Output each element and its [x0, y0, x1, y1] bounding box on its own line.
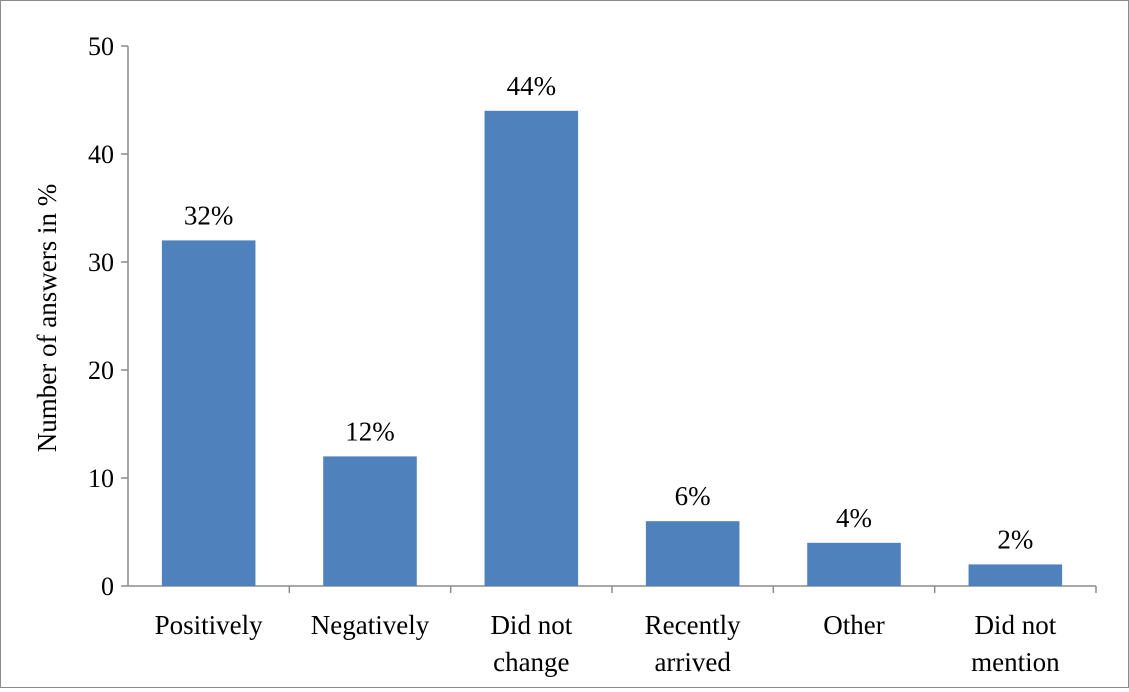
bar — [161, 240, 256, 586]
y-tick-label: 0 — [101, 572, 114, 601]
x-category-label: Did not change — [490, 610, 572, 677]
x-category-label: Recently arrived — [645, 610, 741, 677]
data-label: 12% — [345, 416, 395, 446]
data-label: 2% — [997, 524, 1033, 554]
y-tick-label: 10 — [88, 464, 114, 493]
data-label: 6% — [675, 481, 711, 511]
y-tick-label: 50 — [88, 32, 114, 61]
data-label: 32% — [184, 200, 234, 230]
y-axis-title: Number of answers in % — [32, 184, 62, 452]
y-tick-label: 30 — [88, 248, 114, 277]
bar — [807, 542, 901, 586]
bar — [323, 456, 417, 586]
y-tick-label: 20 — [88, 356, 114, 385]
x-category-label: Did not mention — [971, 610, 1060, 677]
x-category-label: Negatively — [311, 610, 430, 640]
data-label: 44% — [507, 71, 557, 101]
bar — [484, 110, 579, 587]
y-tick-label: 40 — [88, 140, 114, 169]
data-label: 4% — [836, 503, 872, 533]
x-category-label: Other — [823, 610, 884, 640]
x-category-label: Positively — [155, 610, 264, 640]
bar — [968, 564, 1063, 586]
bar — [645, 521, 740, 586]
